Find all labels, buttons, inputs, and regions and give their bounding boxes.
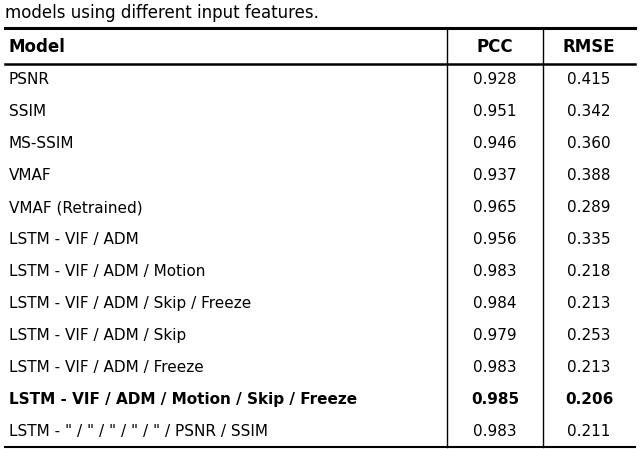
Text: PSNR: PSNR: [9, 72, 50, 88]
Text: models using different input features.: models using different input features.: [5, 4, 319, 22]
Text: 0.213: 0.213: [567, 360, 611, 375]
Text: LSTM - VIF / ADM / Motion / Skip / Freeze: LSTM - VIF / ADM / Motion / Skip / Freez…: [9, 392, 357, 407]
Text: 0.360: 0.360: [567, 136, 611, 151]
Text: 0.253: 0.253: [567, 328, 611, 343]
Text: 0.415: 0.415: [567, 72, 611, 88]
Text: 0.937: 0.937: [473, 168, 517, 183]
Text: 0.985: 0.985: [471, 392, 519, 407]
Text: PCC: PCC: [477, 38, 513, 56]
Text: LSTM - VIF / ADM / Freeze: LSTM - VIF / ADM / Freeze: [9, 360, 204, 375]
Text: 0.983: 0.983: [473, 264, 517, 279]
Text: 0.965: 0.965: [473, 200, 517, 215]
Text: 0.289: 0.289: [567, 200, 611, 215]
Text: 0.388: 0.388: [567, 168, 611, 183]
Text: Model: Model: [9, 38, 66, 56]
Text: 0.342: 0.342: [567, 104, 611, 119]
Text: RMSE: RMSE: [563, 38, 615, 56]
Text: VMAF (Retrained): VMAF (Retrained): [9, 200, 143, 215]
Text: VMAF: VMAF: [9, 168, 52, 183]
Text: LSTM - VIF / ADM / Skip / Freeze: LSTM - VIF / ADM / Skip / Freeze: [9, 296, 252, 311]
Text: 0.984: 0.984: [473, 296, 516, 311]
Text: 0.218: 0.218: [567, 264, 611, 279]
Text: MS-SSIM: MS-SSIM: [9, 136, 74, 151]
Text: 0.211: 0.211: [567, 423, 611, 439]
Text: 0.206: 0.206: [565, 392, 613, 407]
Text: LSTM - VIF / ADM / Motion: LSTM - VIF / ADM / Motion: [9, 264, 205, 279]
Text: 0.983: 0.983: [473, 423, 517, 439]
Text: 0.213: 0.213: [567, 296, 611, 311]
Text: 0.951: 0.951: [473, 104, 516, 119]
Text: LSTM - VIF / ADM: LSTM - VIF / ADM: [9, 232, 139, 247]
Text: SSIM: SSIM: [9, 104, 46, 119]
Text: LSTM - VIF / ADM / Skip: LSTM - VIF / ADM / Skip: [9, 328, 186, 343]
Text: 0.956: 0.956: [473, 232, 517, 247]
Text: 0.983: 0.983: [473, 360, 517, 375]
Text: 0.946: 0.946: [473, 136, 517, 151]
Text: 0.928: 0.928: [473, 72, 516, 88]
Text: 0.979: 0.979: [473, 328, 517, 343]
Text: 0.335: 0.335: [567, 232, 611, 247]
Text: LSTM - " / " / " / " / " / PSNR / SSIM: LSTM - " / " / " / " / " / PSNR / SSIM: [9, 423, 268, 439]
